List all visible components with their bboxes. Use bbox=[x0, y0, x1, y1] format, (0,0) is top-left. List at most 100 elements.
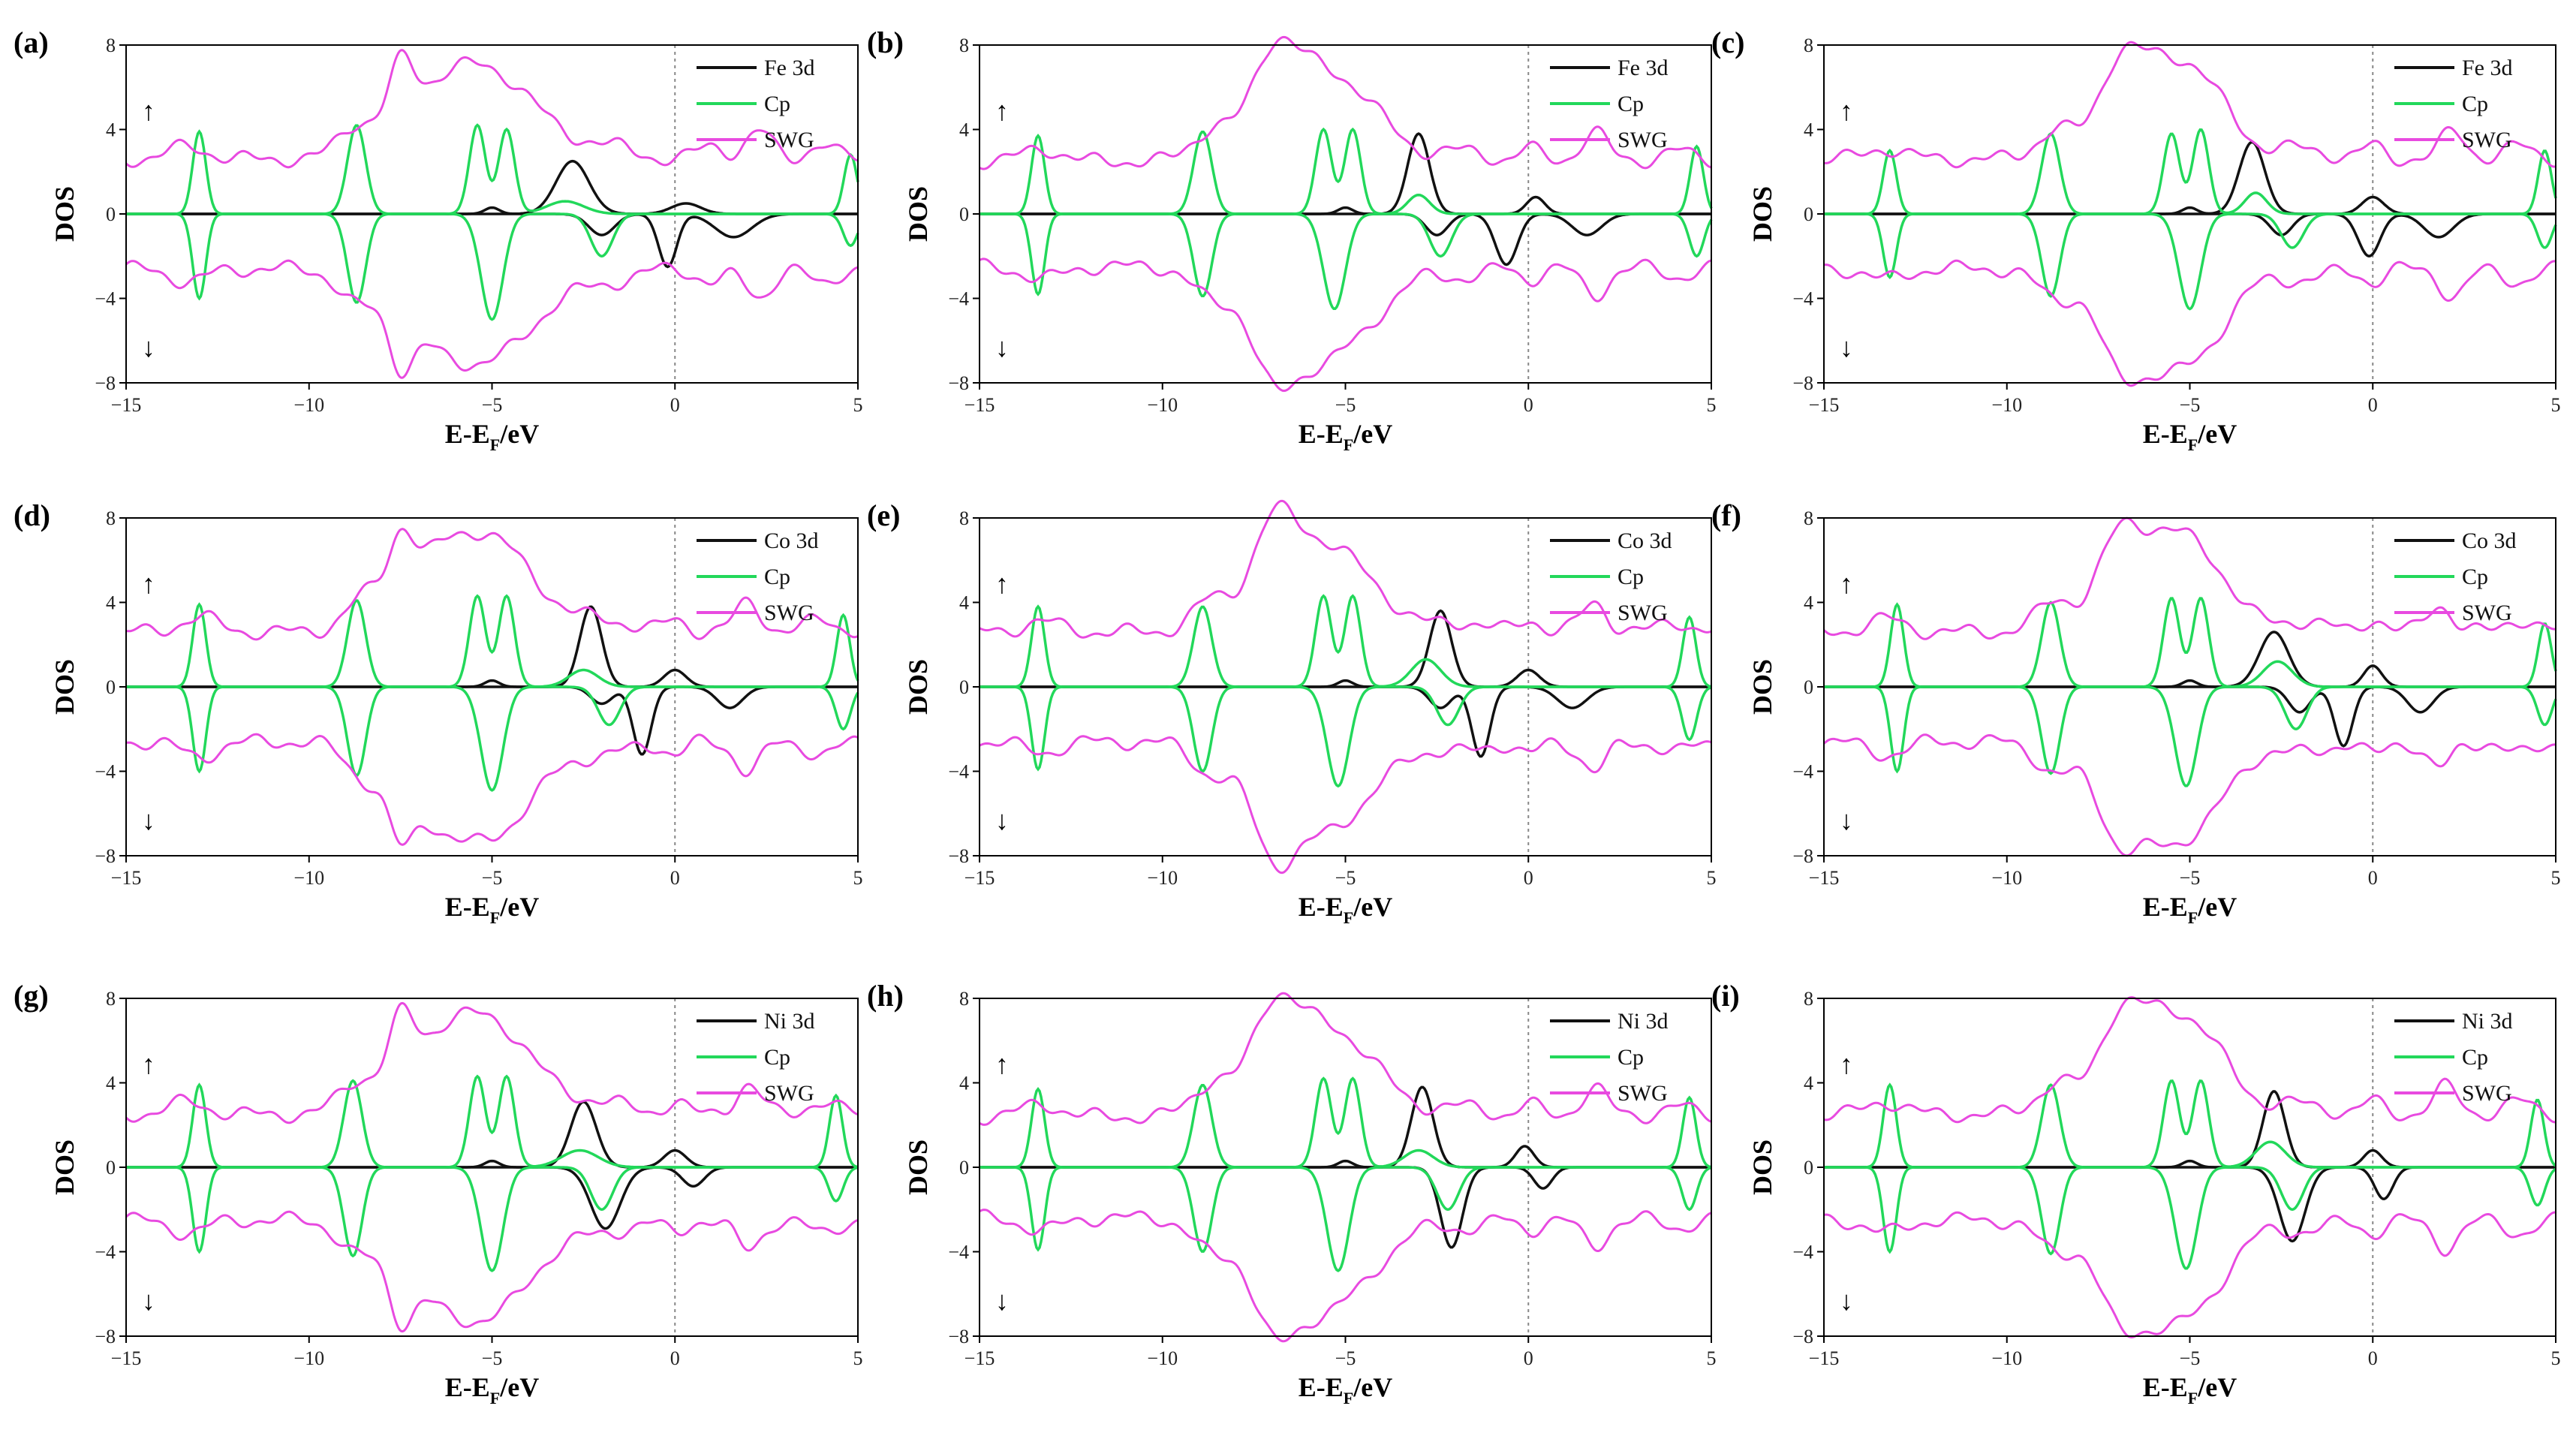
spin-down-arrow-icon: ↓ bbox=[1840, 1286, 1853, 1316]
x-tick-label: 0 bbox=[2368, 394, 2378, 416]
panel-label: (f) bbox=[1711, 498, 1741, 532]
y-tick-label: −8 bbox=[1792, 845, 1813, 867]
y-axis-title: DOS bbox=[50, 659, 80, 715]
x-tick-label: −5 bbox=[482, 867, 503, 889]
x-tick-label: 5 bbox=[2551, 394, 2561, 416]
legend-label-metal: Ni 3d bbox=[1618, 1009, 1669, 1034]
y-axis-title: DOS bbox=[1747, 659, 1777, 715]
spin-down-arrow-icon: ↓ bbox=[995, 333, 1009, 363]
legend-label-cp: Cp bbox=[2462, 1045, 2488, 1070]
x-tick-label: 5 bbox=[1707, 1347, 1717, 1369]
series-line-swg-down bbox=[1823, 259, 2556, 387]
series-line-metal-down bbox=[1824, 685, 2556, 748]
spin-down-arrow-icon: ↓ bbox=[142, 333, 155, 363]
series-line-swg-down bbox=[979, 1209, 1712, 1343]
x-tick-label: −15 bbox=[1809, 394, 1840, 416]
series-line-swg-up bbox=[125, 1001, 859, 1124]
x-axis-title: E-EF/eV bbox=[445, 892, 539, 927]
series-line-swg-down bbox=[1822, 733, 2556, 857]
panel-label: (b) bbox=[867, 26, 904, 59]
legend-label-swg: SWG bbox=[764, 128, 814, 152]
x-axis-title: E-EF/eV bbox=[445, 1372, 539, 1407]
series-line-cp-down bbox=[980, 1166, 1712, 1272]
x-tick-label: −15 bbox=[964, 394, 995, 416]
spin-down-arrow-icon: ↓ bbox=[142, 805, 155, 835]
spin-up-arrow-icon: ↑ bbox=[1840, 96, 1853, 126]
y-tick-label: 8 bbox=[1804, 35, 1813, 56]
spin-up-arrow-icon: ↑ bbox=[995, 1049, 1009, 1079]
series-line-cp-up bbox=[126, 1074, 859, 1169]
x-tick-label: −15 bbox=[964, 867, 995, 889]
y-tick-label: 0 bbox=[106, 203, 116, 225]
spin-up-arrow-icon: ↑ bbox=[142, 569, 155, 599]
x-tick-label: 5 bbox=[1707, 867, 1717, 889]
y-tick-label: −8 bbox=[948, 1326, 969, 1347]
x-tick-label: −10 bbox=[293, 867, 324, 889]
y-axis-title: DOS bbox=[50, 186, 80, 242]
y-tick-label: −8 bbox=[95, 845, 116, 867]
x-tick-label: −5 bbox=[2180, 394, 2201, 416]
series-line-metal-up bbox=[980, 132, 1711, 215]
spin-down-arrow-icon: ↓ bbox=[1840, 805, 1853, 835]
dos-panel-c: (c) −15 −10 −5 0 5 −8 −4 0 4 8 DOS E-EF/eV ↑ ↓ Fe 3d Cp S… bbox=[1711, 26, 2561, 454]
x-axis-title: E-EF/eV bbox=[1299, 892, 1392, 927]
x-tick-label: 0 bbox=[2368, 867, 2378, 889]
y-tick-label: 8 bbox=[106, 988, 116, 1010]
legend-label-cp: Cp bbox=[2462, 92, 2488, 116]
series-line-cp-down bbox=[126, 685, 859, 792]
series-line-metal-up bbox=[126, 159, 858, 215]
spin-up-arrow-icon: ↑ bbox=[1840, 1049, 1853, 1079]
x-tick-label: 5 bbox=[2551, 867, 2561, 889]
dos-panel-i: (i) −15 −10 −5 0 5 −8 −4 0 4 8 DOS E-EF/eV ↑ ↓ Ni 3d Cp S… bbox=[1711, 979, 2561, 1407]
legend-label-swg: SWG bbox=[1618, 601, 1668, 625]
dos-panel-e: (e) −15 −10 −5 0 5 −8 −4 0 4 8 DOS E-EF/eV ↑ ↓ Co 3d Cp S… bbox=[867, 498, 1717, 927]
y-axis-title: DOS bbox=[903, 1139, 933, 1195]
dos-panel-h: (h) −15 −10 −5 0 5 −8 −4 0 4 8 DOS E-EF/eV ↑ ↓ Ni 3d Cp S… bbox=[867, 979, 1717, 1407]
series-line-metal-down bbox=[1824, 1166, 2556, 1243]
series-line-swg-up bbox=[125, 49, 859, 169]
y-tick-label: 4 bbox=[106, 1073, 116, 1094]
x-axis-title: E-EF/eV bbox=[445, 419, 539, 454]
legend-label-swg: SWG bbox=[2462, 601, 2512, 625]
series-line-cp-down bbox=[980, 685, 1712, 788]
x-axis-title: E-EF/eV bbox=[2143, 892, 2237, 927]
spin-down-arrow-icon: ↓ bbox=[995, 1286, 1009, 1316]
y-tick-label: −4 bbox=[95, 288, 116, 310]
legend-label-swg: SWG bbox=[2462, 128, 2512, 152]
x-tick-label: −15 bbox=[111, 1347, 142, 1369]
legend-label-metal: Co 3d bbox=[764, 528, 819, 553]
x-tick-label: 0 bbox=[670, 1347, 680, 1369]
legend-label-swg: SWG bbox=[764, 1081, 814, 1106]
y-axis-title: DOS bbox=[1747, 1139, 1777, 1195]
spin-up-arrow-icon: ↑ bbox=[142, 96, 155, 126]
y-axis-title: DOS bbox=[903, 659, 933, 715]
series-line-metal-down bbox=[126, 1166, 858, 1230]
x-tick-label: 0 bbox=[2368, 1347, 2378, 1369]
y-tick-label: 8 bbox=[106, 35, 116, 56]
y-tick-label: 8 bbox=[959, 507, 969, 529]
series-line-swg-up bbox=[125, 528, 859, 641]
y-tick-label: 0 bbox=[1804, 1157, 1813, 1179]
y-tick-label: 0 bbox=[959, 1157, 969, 1179]
x-tick-label: 0 bbox=[670, 394, 680, 416]
series-line-metal-down bbox=[1824, 212, 2556, 257]
legend-label-cp: Cp bbox=[1618, 1045, 1644, 1070]
y-tick-label: 0 bbox=[959, 676, 969, 698]
panel-label: (c) bbox=[1711, 26, 1744, 59]
y-tick-label: 0 bbox=[1804, 203, 1813, 225]
dos-panel-b: (b) −15 −10 −5 0 5 −8 −4 0 4 8 DOS E-EF/eV ↑ ↓ Fe 3d Cp S… bbox=[867, 26, 1717, 454]
y-tick-label: −8 bbox=[95, 372, 116, 394]
y-tick-label: 0 bbox=[106, 1157, 116, 1179]
dos-panel-g: (g) −15 −10 −5 0 5 −8 −4 0 4 8 DOS E-EF/eV ↑ ↓ Ni 3d Cp S… bbox=[14, 979, 863, 1407]
x-tick-label: 5 bbox=[853, 394, 863, 416]
legend-label-metal: Co 3d bbox=[2462, 528, 2517, 553]
x-tick-label: −15 bbox=[111, 394, 142, 416]
x-tick-label: −5 bbox=[482, 394, 503, 416]
legend-label-swg: SWG bbox=[1618, 1081, 1668, 1106]
series-line-swg-down bbox=[1823, 1211, 2556, 1338]
x-tick-label: −10 bbox=[1991, 394, 2022, 416]
y-tick-label: 4 bbox=[1804, 592, 1813, 614]
series-line-cp-up bbox=[1824, 128, 2557, 215]
x-tick-label: −15 bbox=[1809, 867, 1840, 889]
